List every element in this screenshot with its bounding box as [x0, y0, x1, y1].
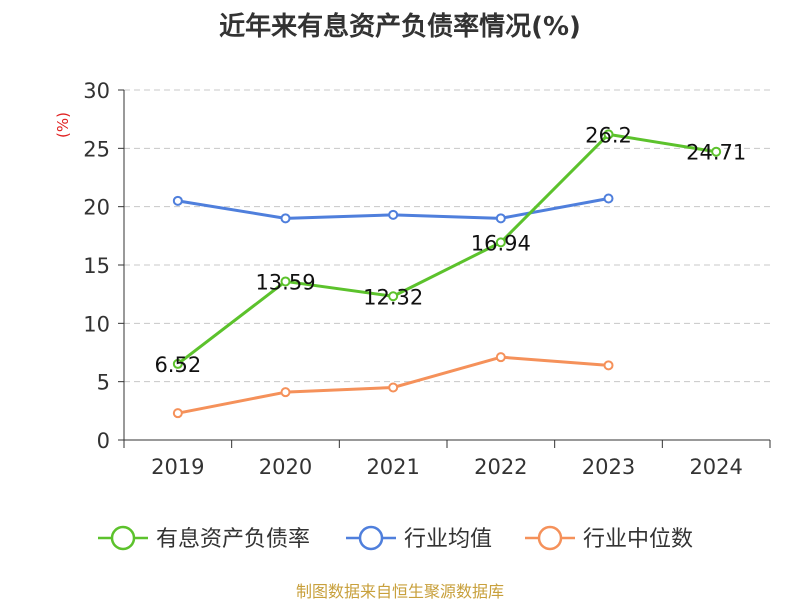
- point-0-2019: [172, 358, 183, 369]
- y-axis-label: (%): [54, 112, 72, 138]
- y-tick-label-30: 30: [83, 79, 110, 103]
- point-0-2023: [603, 129, 614, 140]
- grid-lines: [124, 89, 770, 383]
- source-note: 制图数据来自恒生聚源数据库: [295, 582, 504, 601]
- point-1-2021: [388, 209, 399, 220]
- y-tick-label-10: 10: [83, 312, 110, 336]
- chart-title: 近年来有息资产负债率情况(%): [219, 12, 581, 42]
- point-1-2020: [280, 213, 291, 224]
- y-tick-label-15: 15: [83, 254, 110, 278]
- point-2-2022: [495, 352, 506, 363]
- y-tick-label-0: 0: [97, 429, 110, 453]
- legend-marker-2: [537, 525, 563, 551]
- x-tick-label-2024: 2024: [689, 455, 742, 479]
- y-tick-labels: 0 5 10 15 20 25 30: [83, 79, 110, 453]
- legend-marker-1: [358, 525, 384, 551]
- data-label-2024: 24.71: [686, 141, 746, 165]
- point-0-2022: [495, 237, 506, 248]
- point-2-2023: [603, 360, 614, 371]
- point-1-2022: [495, 213, 506, 224]
- legend-label-2: 行业中位数: [583, 527, 693, 552]
- x-tick-label-2020: 2020: [259, 455, 312, 479]
- data-label-2023: 26.2: [585, 123, 632, 147]
- legend-label-1: 行业均值: [404, 527, 492, 552]
- series-line-0: [176, 132, 717, 366]
- point-1-2019: [172, 195, 183, 206]
- point-0-2021: [388, 291, 399, 302]
- axes: [118, 89, 771, 448]
- x-tick-label-2019: 2019: [151, 455, 204, 479]
- data-label-2022: 16.94: [471, 231, 531, 255]
- point-2-2020: [280, 387, 291, 398]
- x-tick-labels: 2019 2020 2021 2022 2023 2024: [151, 455, 743, 479]
- y-tick-label-25: 25: [83, 137, 110, 161]
- x-tick-label-2022: 2022: [474, 455, 527, 479]
- y-tick-label-20: 20: [83, 196, 110, 220]
- series-group: [172, 129, 722, 419]
- legend-marker-0: [110, 525, 136, 551]
- x-tick-label-2021: 2021: [366, 455, 419, 479]
- point-2-2019: [172, 408, 183, 419]
- data-label-2019: 6.52: [154, 353, 201, 377]
- data-label-2020: 13.59: [255, 270, 315, 294]
- x-tick-label-2023: 2023: [582, 455, 635, 479]
- legend-label-0: 有息资产负债率: [156, 527, 310, 552]
- point-2-2021: [388, 382, 399, 393]
- point-1-2023: [603, 193, 614, 204]
- point-0-2020: [280, 276, 291, 287]
- point-0-2024: [711, 146, 722, 157]
- data-label-2021: 12.32: [363, 285, 423, 309]
- y-tick-label-5: 5: [97, 371, 110, 395]
- data-labels: 6.52 13.59 12.32 16.94 26.2 24.71: [154, 123, 746, 377]
- legend: 有息资产负债率 行业均值 行业中位数: [98, 525, 693, 552]
